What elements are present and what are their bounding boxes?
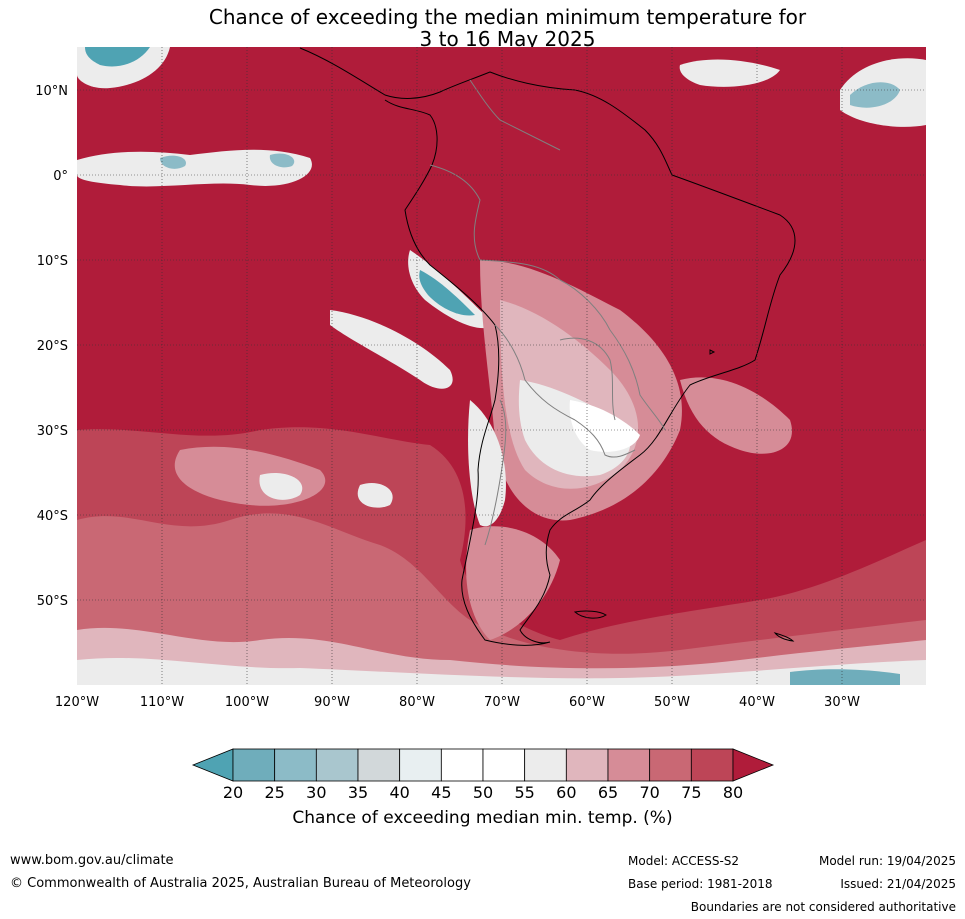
south-america-coastline (299, 47, 796, 646)
colorbar-segment (482, 748, 526, 782)
model-run-text: Model run: 19/04/2025 (818, 854, 956, 868)
colorbar-tick-label: 25 (264, 783, 284, 800)
colorbar-segment (232, 748, 276, 782)
southern-band-50 (77, 657, 926, 685)
nw-corner-blue (85, 47, 150, 67)
colorbar-segment (607, 748, 651, 782)
n-atlantic-white (679, 59, 780, 87)
atlantic-offshore-70 (680, 377, 792, 454)
colorbar-segment (524, 748, 567, 782)
lon-tick-label: 40°W (739, 695, 775, 710)
lat-tick-label: 30°S (37, 424, 68, 439)
colorbar-segment (690, 748, 734, 782)
lat-tick-label: 10°S (37, 254, 68, 269)
lon-tick-label: 100°W (225, 695, 269, 710)
lat-tick-label: 0° (53, 169, 68, 184)
lon-tick-label: 110°W (140, 695, 184, 710)
colorbar-segment (399, 748, 442, 782)
lat-tick-label: 40°S (37, 509, 68, 524)
patagonia-70 (466, 526, 560, 640)
eq-pacific-blue (160, 155, 186, 169)
colorbar-tick-label: 40 (389, 783, 409, 800)
colorbar-tick-label: 75 (681, 783, 701, 800)
colorbar-tick-label: 55 (514, 783, 534, 800)
colorbar-segment (357, 748, 401, 782)
copyright-text: © Commonwealth of Australia 2025, Austra… (10, 876, 471, 891)
pacific-offshore-white (330, 310, 453, 389)
peru-coast-blue (419, 270, 475, 316)
colorbar-segment (440, 748, 484, 782)
website-link[interactable]: www.bom.gov.au/climate (10, 853, 174, 868)
colorbar-extend-low (191, 748, 234, 782)
eq-pacific-white (77, 149, 312, 187)
colorbar-segment (315, 748, 359, 782)
colorbar-tick-label: 70 (639, 783, 659, 800)
coastlines (299, 47, 796, 646)
colorbar-segment (274, 748, 317, 782)
map-figure: 120°W 110°W 100°W 90°W 80°W 70°W 60°W 50… (35, 47, 926, 800)
map-title-line-1: Chance of exceeding the median minimum t… (208, 5, 807, 29)
colorbar-tick-label: 60 (556, 783, 576, 800)
colorbar-segment (649, 748, 692, 782)
lon-tick-label: 80°W (399, 695, 435, 710)
eq-pacific-blue-2 (269, 153, 295, 168)
lon-tick-label: 30°W (824, 695, 860, 710)
colorbar-tick-label: 65 (598, 783, 618, 800)
colorbar-extend-high (732, 748, 775, 782)
peru-coast-white (408, 250, 495, 329)
colorbar-tick-label: 20 (223, 783, 243, 800)
colorbar-tick-label: 35 (348, 783, 368, 800)
map-title-line-2: 3 to 16 May 2025 (419, 27, 596, 51)
fernando-island (709, 349, 716, 355)
lon-tick-label: 90°W (314, 695, 350, 710)
colorbar-title: Chance of exceeding median min. temp. (%… (292, 808, 673, 828)
southern-band-30 (790, 669, 900, 685)
south-georgia-outline (773, 632, 795, 642)
issued-text: Issued: 21/04/2025 (840, 877, 956, 891)
map-plot-area (77, 47, 926, 685)
base-period-text: Base period: 1981-2018 (628, 877, 773, 891)
lat-tick-label: 20°S (37, 339, 68, 354)
lon-tick-label: 50°W (654, 695, 690, 710)
longitude-tick-labels: 120°W 110°W 100°W 90°W 80°W 70°W 60°W 50… (55, 695, 860, 710)
disclaimer-text: Boundaries are not considered authoritat… (690, 900, 956, 914)
lat-tick-label: 50°S (37, 594, 68, 609)
pacific-patch-2 (259, 472, 303, 500)
lat-tick-label: 10°N (35, 84, 68, 99)
colorbar: 20 25 30 35 40 45 50 55 60 65 70 75 80 (191, 748, 775, 800)
gridlines (77, 47, 926, 685)
colorbar-tick-label: 80 (723, 783, 743, 800)
lon-tick-label: 120°W (55, 695, 99, 710)
lon-tick-label: 70°W (484, 695, 520, 710)
latitude-tick-labels: 10°N 0° 10°S 20°S 30°S 40°S 50°S (35, 84, 68, 609)
lon-tick-label: 60°W (569, 695, 605, 710)
colorbar-tick-label: 45 (431, 783, 451, 800)
model-text: Model: ACCESS-S2 (628, 854, 740, 868)
country-borders (429, 79, 666, 546)
ne-atlantic-blue (850, 82, 900, 108)
pacific-patch-3 (357, 482, 393, 508)
colorbar-tick-label: 50 (473, 783, 493, 800)
colorbar-segment (565, 748, 609, 782)
falklands-outline (573, 610, 607, 619)
colorbar-tick-label: 30 (306, 783, 326, 800)
sa-interior-white (569, 400, 640, 452)
